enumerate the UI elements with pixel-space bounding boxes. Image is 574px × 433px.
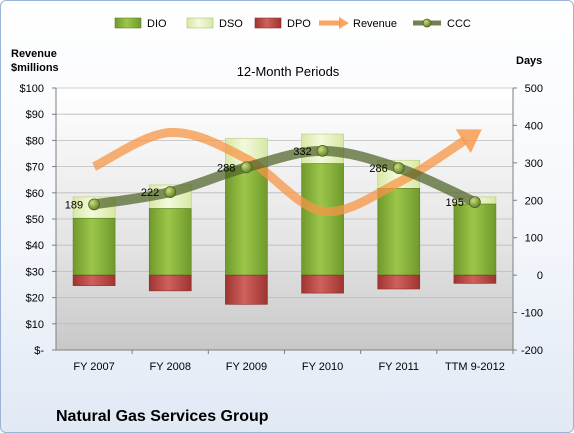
bar-dpo: [72, 274, 116, 286]
legend-item-ccc: CCC: [413, 18, 471, 30]
series-ccc-line: [93, 145, 477, 210]
bar-dio: [377, 188, 421, 276]
company-name: Natural Gas Services Group: [56, 408, 269, 425]
ccc-data-label: 288: [217, 162, 235, 174]
axes: $- $10 $20 $30 $40 $50 $60 $70 $80 $90 $100 -200 -10…: [20, 83, 543, 373]
left-tick-label: $100: [20, 83, 44, 95]
legend-swatch-dso: [186, 17, 214, 29]
bar-dpo: [453, 274, 497, 284]
revenue-arrowhead-icon: [455, 129, 482, 154]
bar-dpo: [148, 274, 192, 292]
bar-dpo: [225, 274, 268, 305]
legend: DIO DSO DPO Revenue CCC: [114, 17, 471, 30]
ccc-point: [88, 198, 100, 211]
bar-dpo: [301, 274, 344, 294]
legend-label-dio: DIO: [147, 18, 167, 30]
arrow-icon: [339, 17, 349, 29]
left-tick-label: $-: [34, 345, 44, 357]
left-tick-label: $30: [26, 266, 44, 278]
right-tick-label: 100: [525, 233, 543, 245]
x-tick-label: FY 2007: [73, 361, 114, 373]
right-tick-label: -100: [521, 308, 543, 320]
x-tick-label: FY 2009: [226, 361, 267, 373]
bar-dio: [301, 163, 344, 276]
bar-dio: [453, 203, 497, 276]
ccc-data-label: 332: [293, 146, 311, 158]
ccc-point: [469, 196, 481, 209]
ccc-point: [392, 162, 405, 174]
left-tick-label: $10: [26, 319, 44, 331]
legend-label-revenue: Revenue: [353, 18, 397, 30]
ccc-data-label: 286: [369, 163, 387, 175]
bar-dio: [148, 208, 192, 276]
ccc-data-label: 222: [141, 187, 159, 199]
legend-swatch-dpo: [254, 17, 282, 29]
right-tick-label: 400: [525, 120, 543, 132]
left-tick-label: $90: [26, 109, 44, 121]
bar-dio: [225, 166, 268, 276]
x-tick-label: FY 2008: [150, 361, 191, 373]
left-tick-label: $20: [26, 293, 44, 305]
legend-label-dso: DSO: [219, 18, 243, 30]
bar-dio: [72, 217, 116, 276]
left-tick-label: $80: [26, 135, 44, 147]
x-tick-label: TTM 9-2012: [445, 361, 505, 373]
legend-label-dpo: DPO: [287, 18, 311, 30]
x-tick-label: FY 2011: [378, 361, 419, 373]
legend-item-dso: DSO: [186, 17, 243, 30]
left-tick-label: $60: [26, 188, 44, 200]
left-axis-title-line1: Revenue: [11, 48, 57, 60]
right-axis-title: Days: [516, 55, 542, 67]
left-axis-title-line2: $millions: [11, 62, 59, 74]
ccc-point: [164, 186, 177, 198]
legend-item-dio: DIO: [114, 17, 167, 30]
left-tick-label: $40: [26, 240, 44, 252]
chart-subtitle: 12-Month Periods: [237, 64, 340, 79]
bar-dpo: [377, 274, 421, 290]
legend-swatch-dio: [114, 17, 142, 29]
ccc-data-label: 189: [65, 199, 83, 211]
legend-item-revenue: Revenue: [319, 17, 397, 30]
right-tick-label: 300: [525, 158, 543, 170]
legend-marker-ccc: [422, 18, 432, 28]
lines: 189 222 288 332 286 195: [65, 128, 482, 217]
legend-label-ccc: CCC: [447, 18, 471, 30]
series-revenue-line: [92, 128, 468, 217]
right-tick-label: -200: [521, 345, 543, 357]
ccc-data-label: 195: [446, 197, 464, 209]
right-tick-label: 200: [525, 195, 543, 207]
ccc-point: [316, 144, 329, 157]
legend-item-dpo: DPO: [254, 17, 311, 30]
left-tick-label: $50: [26, 214, 44, 226]
right-tick-label: 500: [525, 83, 543, 95]
ccc-point: [240, 161, 253, 174]
right-tick-label: 0: [537, 270, 543, 282]
left-tick-label: $70: [26, 162, 44, 174]
x-tick-label: FY 2010: [302, 361, 343, 373]
